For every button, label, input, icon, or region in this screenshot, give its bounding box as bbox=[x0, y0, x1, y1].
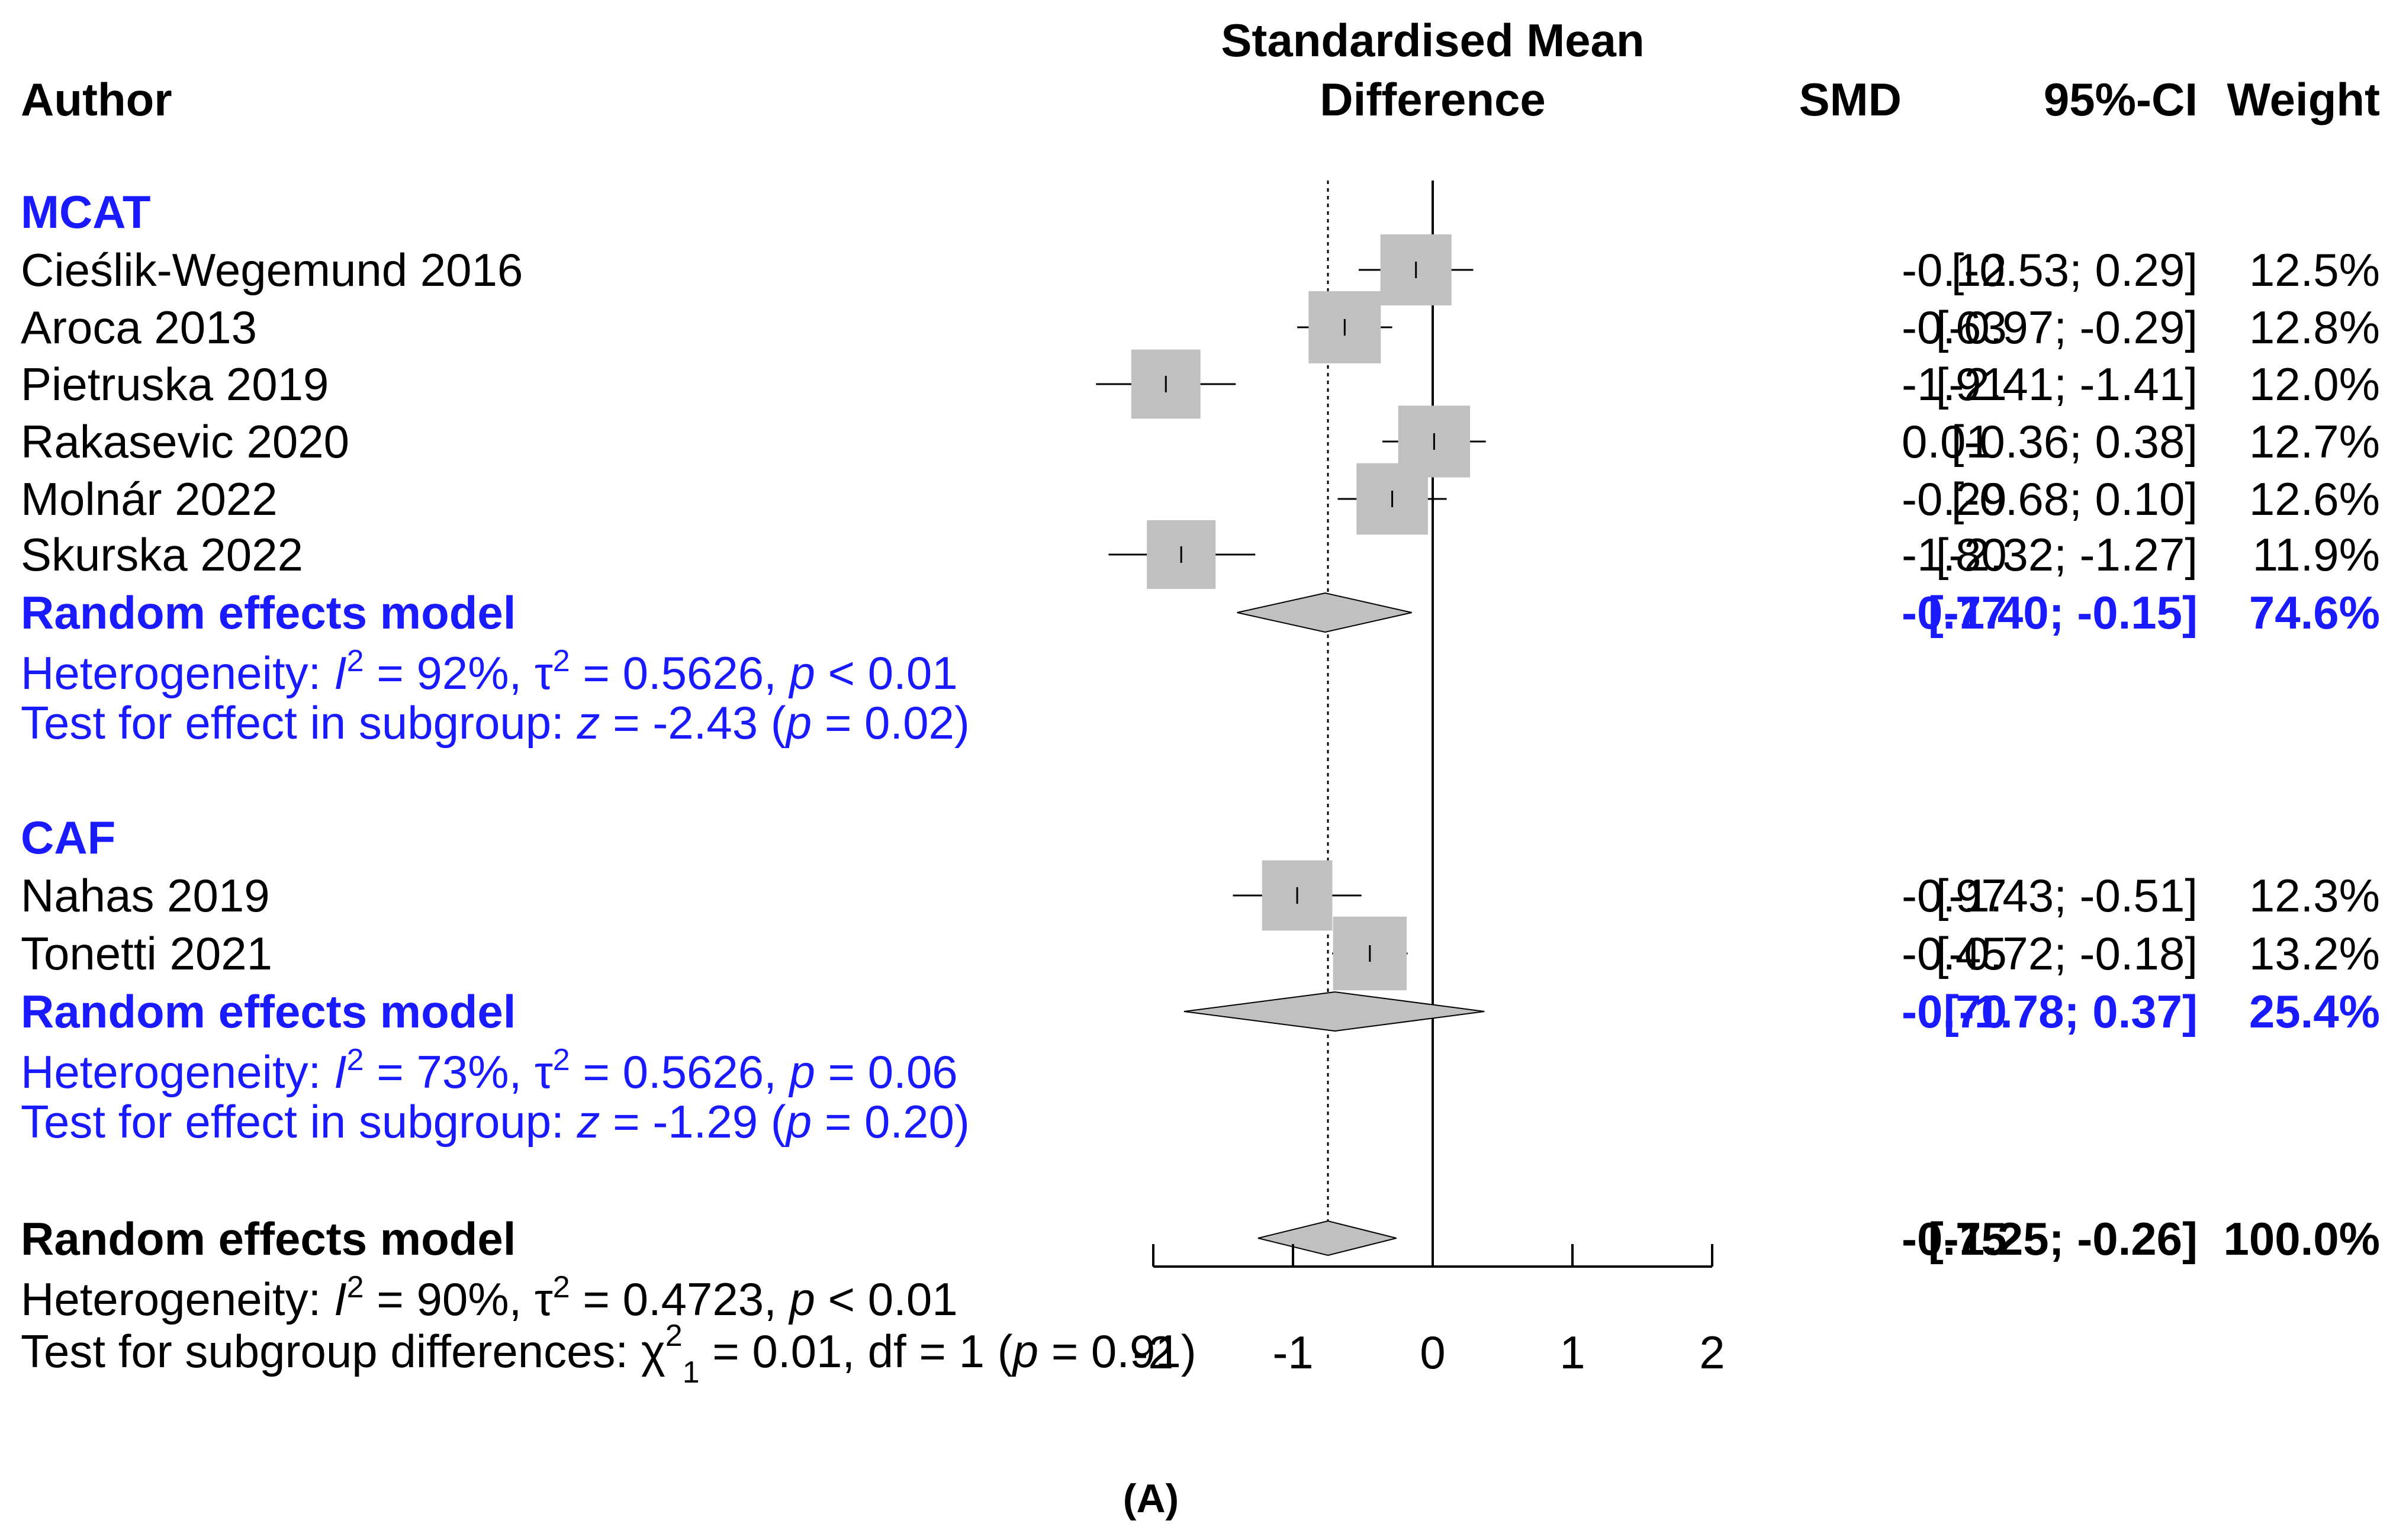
subgroup-heterogeneity: Heterogeneity: I2 = 92%, τ2 = 0.5626, p … bbox=[21, 644, 958, 699]
overall-smd: -0.75 bbox=[1902, 1213, 2007, 1265]
x-axis-tick-label: 0 bbox=[1420, 1326, 1445, 1378]
study-ci-value: [-0.68; 0.10] bbox=[1951, 473, 2198, 525]
study-smd-value: -0.12 bbox=[1902, 244, 2007, 296]
subgroup-model-label: Random effects model bbox=[21, 985, 516, 1038]
subgroup-effect-test: Test for effect in subgroup: z = -2.43 (… bbox=[21, 697, 970, 749]
subgroup-differences-test: Test for subgroup differences: χ21 = 0.0… bbox=[21, 1319, 1196, 1390]
study-author-label: Aroca 2013 bbox=[21, 301, 257, 353]
study-weight-value: 12.6% bbox=[2249, 473, 2380, 525]
subgroup-model-ci: [-1.40; -0.15] bbox=[1928, 587, 2198, 639]
overall-weight: 100.0% bbox=[2223, 1213, 2380, 1265]
study-ci-value: [-0.97; -0.29] bbox=[1936, 301, 2198, 353]
column-header-ci: 95%-CI bbox=[2044, 73, 2198, 125]
column-header-weight: Weight bbox=[2227, 73, 2380, 125]
study-weight-value: 12.3% bbox=[2249, 869, 2380, 922]
subgroup-model-smd: -0.70 bbox=[1902, 985, 2007, 1038]
study-weight-value: 12.8% bbox=[2249, 301, 2380, 353]
study-weight-value: 12.5% bbox=[2249, 244, 2380, 296]
column-header-smd: SMD bbox=[1799, 73, 1902, 125]
study-smd-value: 0.01 bbox=[1902, 415, 1992, 468]
subgroup-heterogeneity: Heterogeneity: I2 = 73%, τ2 = 0.5626, p … bbox=[21, 1043, 958, 1098]
study-author-label: Nahas 2019 bbox=[21, 869, 270, 922]
x-axis-tick-label: 2 bbox=[1699, 1326, 1725, 1378]
axis-title-line-2: Difference bbox=[1320, 73, 1545, 125]
study-weight-value: 12.7% bbox=[2249, 415, 2380, 468]
study-ci-value: [-2.41; -1.41] bbox=[1936, 358, 2198, 410]
subgroup-model-smd: -0.77 bbox=[1902, 587, 2007, 639]
study-author-label: Pietruska 2019 bbox=[21, 358, 329, 410]
study-smd-value: -0.29 bbox=[1902, 473, 2007, 525]
study-weight-value: 11.9% bbox=[2253, 529, 2380, 581]
subgroup-model-label: Random effects model bbox=[21, 587, 516, 639]
study-ci-value: [-0.53; 0.29] bbox=[1951, 244, 2198, 296]
subgroup-summary-diamond bbox=[1237, 592, 1412, 633]
subgroup-model-ci: [-1.78; 0.37] bbox=[1944, 985, 2198, 1038]
x-axis-tick-label: -2 bbox=[1133, 1326, 1173, 1378]
study-ci-value: [-0.72; -0.18] bbox=[1936, 927, 2198, 980]
study-author-label: Rakasevic 2020 bbox=[21, 415, 349, 468]
study-author-label: Cieślik-Wegemund 2016 bbox=[21, 244, 523, 296]
study-smd-value: -1.91 bbox=[1902, 358, 2007, 410]
study-smd-value: -0.97 bbox=[1902, 869, 2007, 922]
column-header-author: Author bbox=[21, 73, 172, 125]
study-ci-value: [-2.32; -1.27] bbox=[1936, 529, 2198, 581]
x-axis-tick-label: -1 bbox=[1272, 1326, 1313, 1378]
subgroup-model-weight: 74.6% bbox=[2249, 587, 2380, 639]
overall-summary-diamond bbox=[1257, 1220, 1397, 1257]
subgroup-title: CAF bbox=[21, 811, 115, 864]
axis-title-line-1: Standardised Mean bbox=[1221, 14, 1644, 66]
study-ci-value: [-0.36; 0.38] bbox=[1951, 415, 2198, 468]
x-axis-tick-label: 1 bbox=[1559, 1326, 1585, 1378]
subgroup-effect-test: Test for effect in subgroup: z = -1.29 (… bbox=[21, 1096, 970, 1148]
subgroup-summary-diamond bbox=[1183, 991, 1485, 1032]
overall-heterogeneity: Heterogeneity: I2 = 90%, τ2 = 0.4723, p … bbox=[21, 1270, 958, 1325]
subgroup-title: MCAT bbox=[21, 186, 151, 238]
overall-model-label: Random effects model bbox=[21, 1213, 516, 1265]
subgroup-model-weight: 25.4% bbox=[2249, 985, 2380, 1038]
study-author-label: Tonetti 2021 bbox=[21, 927, 272, 980]
study-smd-value: -0.63 bbox=[1902, 301, 2007, 353]
panel-label: (A) bbox=[1123, 1476, 1179, 1521]
study-author-label: Skurska 2022 bbox=[21, 529, 303, 581]
study-smd-value: -0.45 bbox=[1902, 927, 2007, 980]
study-weight-value: 13.2% bbox=[2249, 927, 2380, 980]
study-ci-value: [-1.43; -0.51] bbox=[1936, 869, 2198, 922]
study-weight-value: 12.0% bbox=[2249, 358, 2380, 410]
study-author-label: Molnár 2022 bbox=[21, 473, 278, 525]
study-smd-value: -1.80 bbox=[1902, 529, 2007, 581]
overall-ci: [-1.25; -0.26] bbox=[1928, 1213, 2198, 1265]
